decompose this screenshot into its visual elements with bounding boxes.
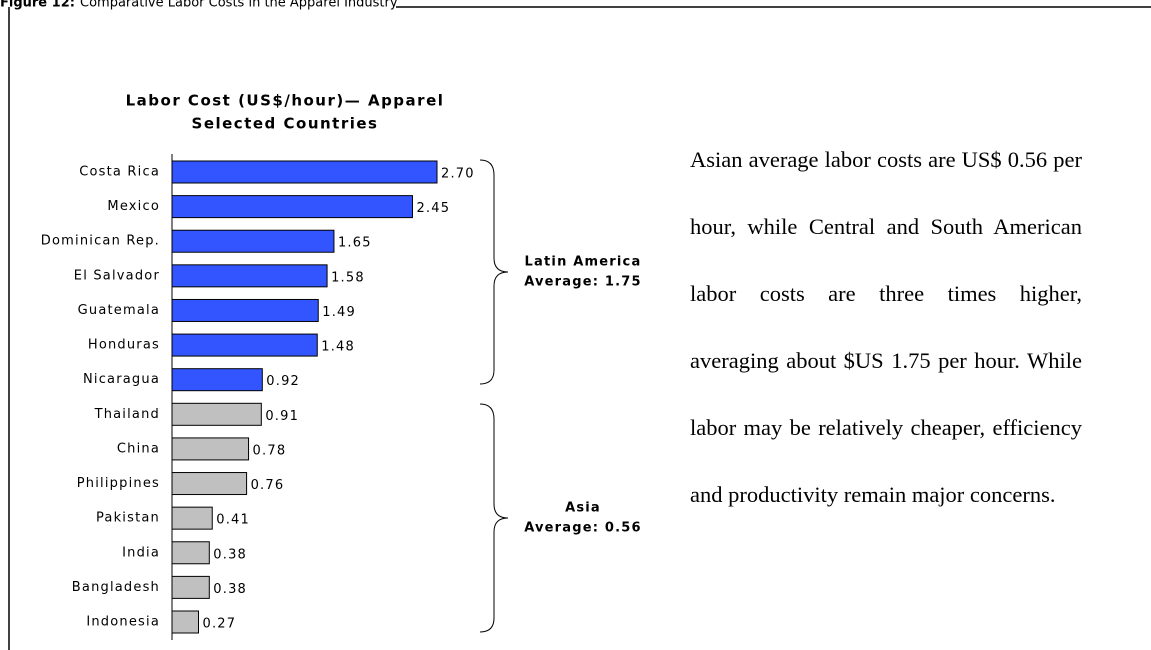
chart-title: Labor Cost (US$/hour)— Apparel — [126, 92, 445, 110]
bar — [171, 264, 328, 288]
value-label: 0.41 — [216, 513, 250, 528]
bar — [171, 437, 250, 461]
bar — [171, 195, 413, 219]
value-label: 1.65 — [338, 236, 372, 251]
annotation: Asia — [565, 501, 601, 516]
value-label: 0.38 — [213, 582, 247, 597]
chart-title: Selected Countries — [192, 115, 379, 133]
bar — [171, 541, 210, 565]
category-label: Guatemala — [78, 303, 160, 318]
brace — [479, 403, 509, 633]
annotation: Average: 1.75 — [524, 275, 642, 290]
category-label: Dominican Rep. — [41, 234, 160, 249]
value-label: 2.45 — [416, 201, 450, 216]
bar — [171, 333, 318, 357]
paragraph: Asian average labor costs are US$ 0.56 p… — [690, 147, 1082, 507]
category-label: Bangladesh — [72, 580, 160, 595]
bar — [171, 368, 263, 392]
bar — [171, 402, 262, 426]
category-label: Philippines — [77, 476, 160, 491]
bar — [171, 229, 335, 253]
value-label: 0.92 — [266, 374, 300, 389]
category-label: India — [122, 545, 160, 560]
category-label: Pakistan — [96, 511, 160, 526]
category-label: Thailand — [94, 407, 160, 422]
annotation: Average: 0.56 — [524, 521, 642, 536]
value-label: 2.70 — [441, 167, 475, 182]
value-label: 0.38 — [213, 547, 247, 562]
category-label: Mexico — [107, 199, 160, 214]
bar — [171, 298, 319, 322]
category-label: Nicaragua — [83, 372, 160, 387]
value-label: 0.91 — [265, 409, 299, 424]
value-label: 1.49 — [322, 305, 356, 320]
category-label: Honduras — [88, 338, 160, 353]
value-label: 0.78 — [253, 443, 287, 458]
category-label: El Salvador — [74, 268, 160, 283]
bar — [171, 575, 210, 599]
bar — [171, 160, 438, 184]
bar — [171, 610, 199, 634]
bar — [171, 506, 213, 530]
value-label: 0.27 — [203, 617, 237, 632]
brace — [479, 159, 509, 385]
category-label: Indonesia — [86, 615, 160, 630]
bar — [171, 472, 248, 496]
category-label: China — [117, 441, 160, 456]
value-label: 1.48 — [321, 340, 355, 355]
figure-label: Figure 12: — [0, 0, 75, 11]
figure-caption: Comparative Labor Costs in the Apparel I… — [80, 0, 398, 11]
value-label: 0.76 — [251, 478, 285, 493]
category-label: Costa Rica — [79, 165, 160, 180]
value-label: 1.58 — [331, 270, 365, 285]
annotation: Latin America — [525, 255, 642, 270]
